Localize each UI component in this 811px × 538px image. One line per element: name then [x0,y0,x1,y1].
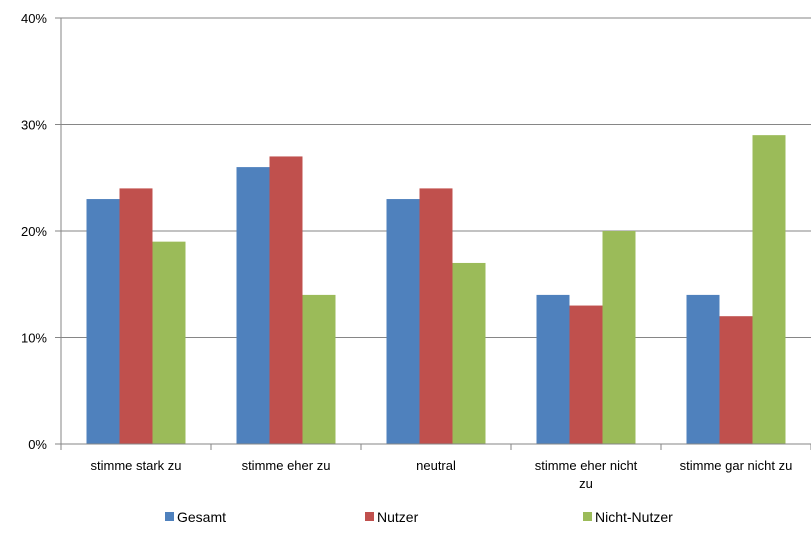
bar-nutzer [269,156,303,444]
bar-nutzer [119,188,153,444]
x-tick-label: stimme stark zu [90,458,181,473]
y-tick-label: 10% [21,331,47,346]
bar-nicht-nutzer [452,262,486,444]
bar-nicht-nutzer [602,231,636,444]
x-tick-label: neutral [416,458,456,473]
legend: Gesamt Nutzer Nicht-Nutzer [165,509,673,525]
legend-label: Gesamt [177,509,226,525]
y-tick-label: 20% [21,224,47,239]
bar-gesamt [686,294,720,444]
legend-swatch [365,512,374,521]
category-labels: stimme stark zu stimme eher zu neutral stim… [90,458,792,491]
bar-gesamt [536,294,570,444]
legend-label: Nutzer [377,509,419,525]
x-tick-label: stimme gar nicht zu [680,458,793,473]
bar-gesamt [236,167,270,444]
x-tick-label: stimme eher nicht [535,458,638,473]
bars [86,135,786,444]
bar-nutzer [719,316,753,444]
bar-nutzer [569,305,603,444]
x-tick-label: zu [579,476,593,491]
bar-nicht-nutzer [152,241,186,444]
y-tick-label: 40% [21,11,47,26]
x-tick-label: stimme eher zu [242,458,331,473]
legend-label: Nicht-Nutzer [595,509,673,525]
y-tick-label: 30% [21,118,47,133]
legend-swatch [583,512,592,521]
bar-gesamt [86,199,120,444]
bar-nicht-nutzer [752,135,786,444]
bar-nicht-nutzer [302,294,336,444]
y-tick-label: 0% [28,437,47,452]
y-axis-ticks: 0% 10% 20% 30% 40% [21,11,61,452]
axes [60,18,811,450]
bar-nutzer [419,188,453,444]
bar-gesamt [386,199,420,444]
legend-swatch [165,512,174,521]
